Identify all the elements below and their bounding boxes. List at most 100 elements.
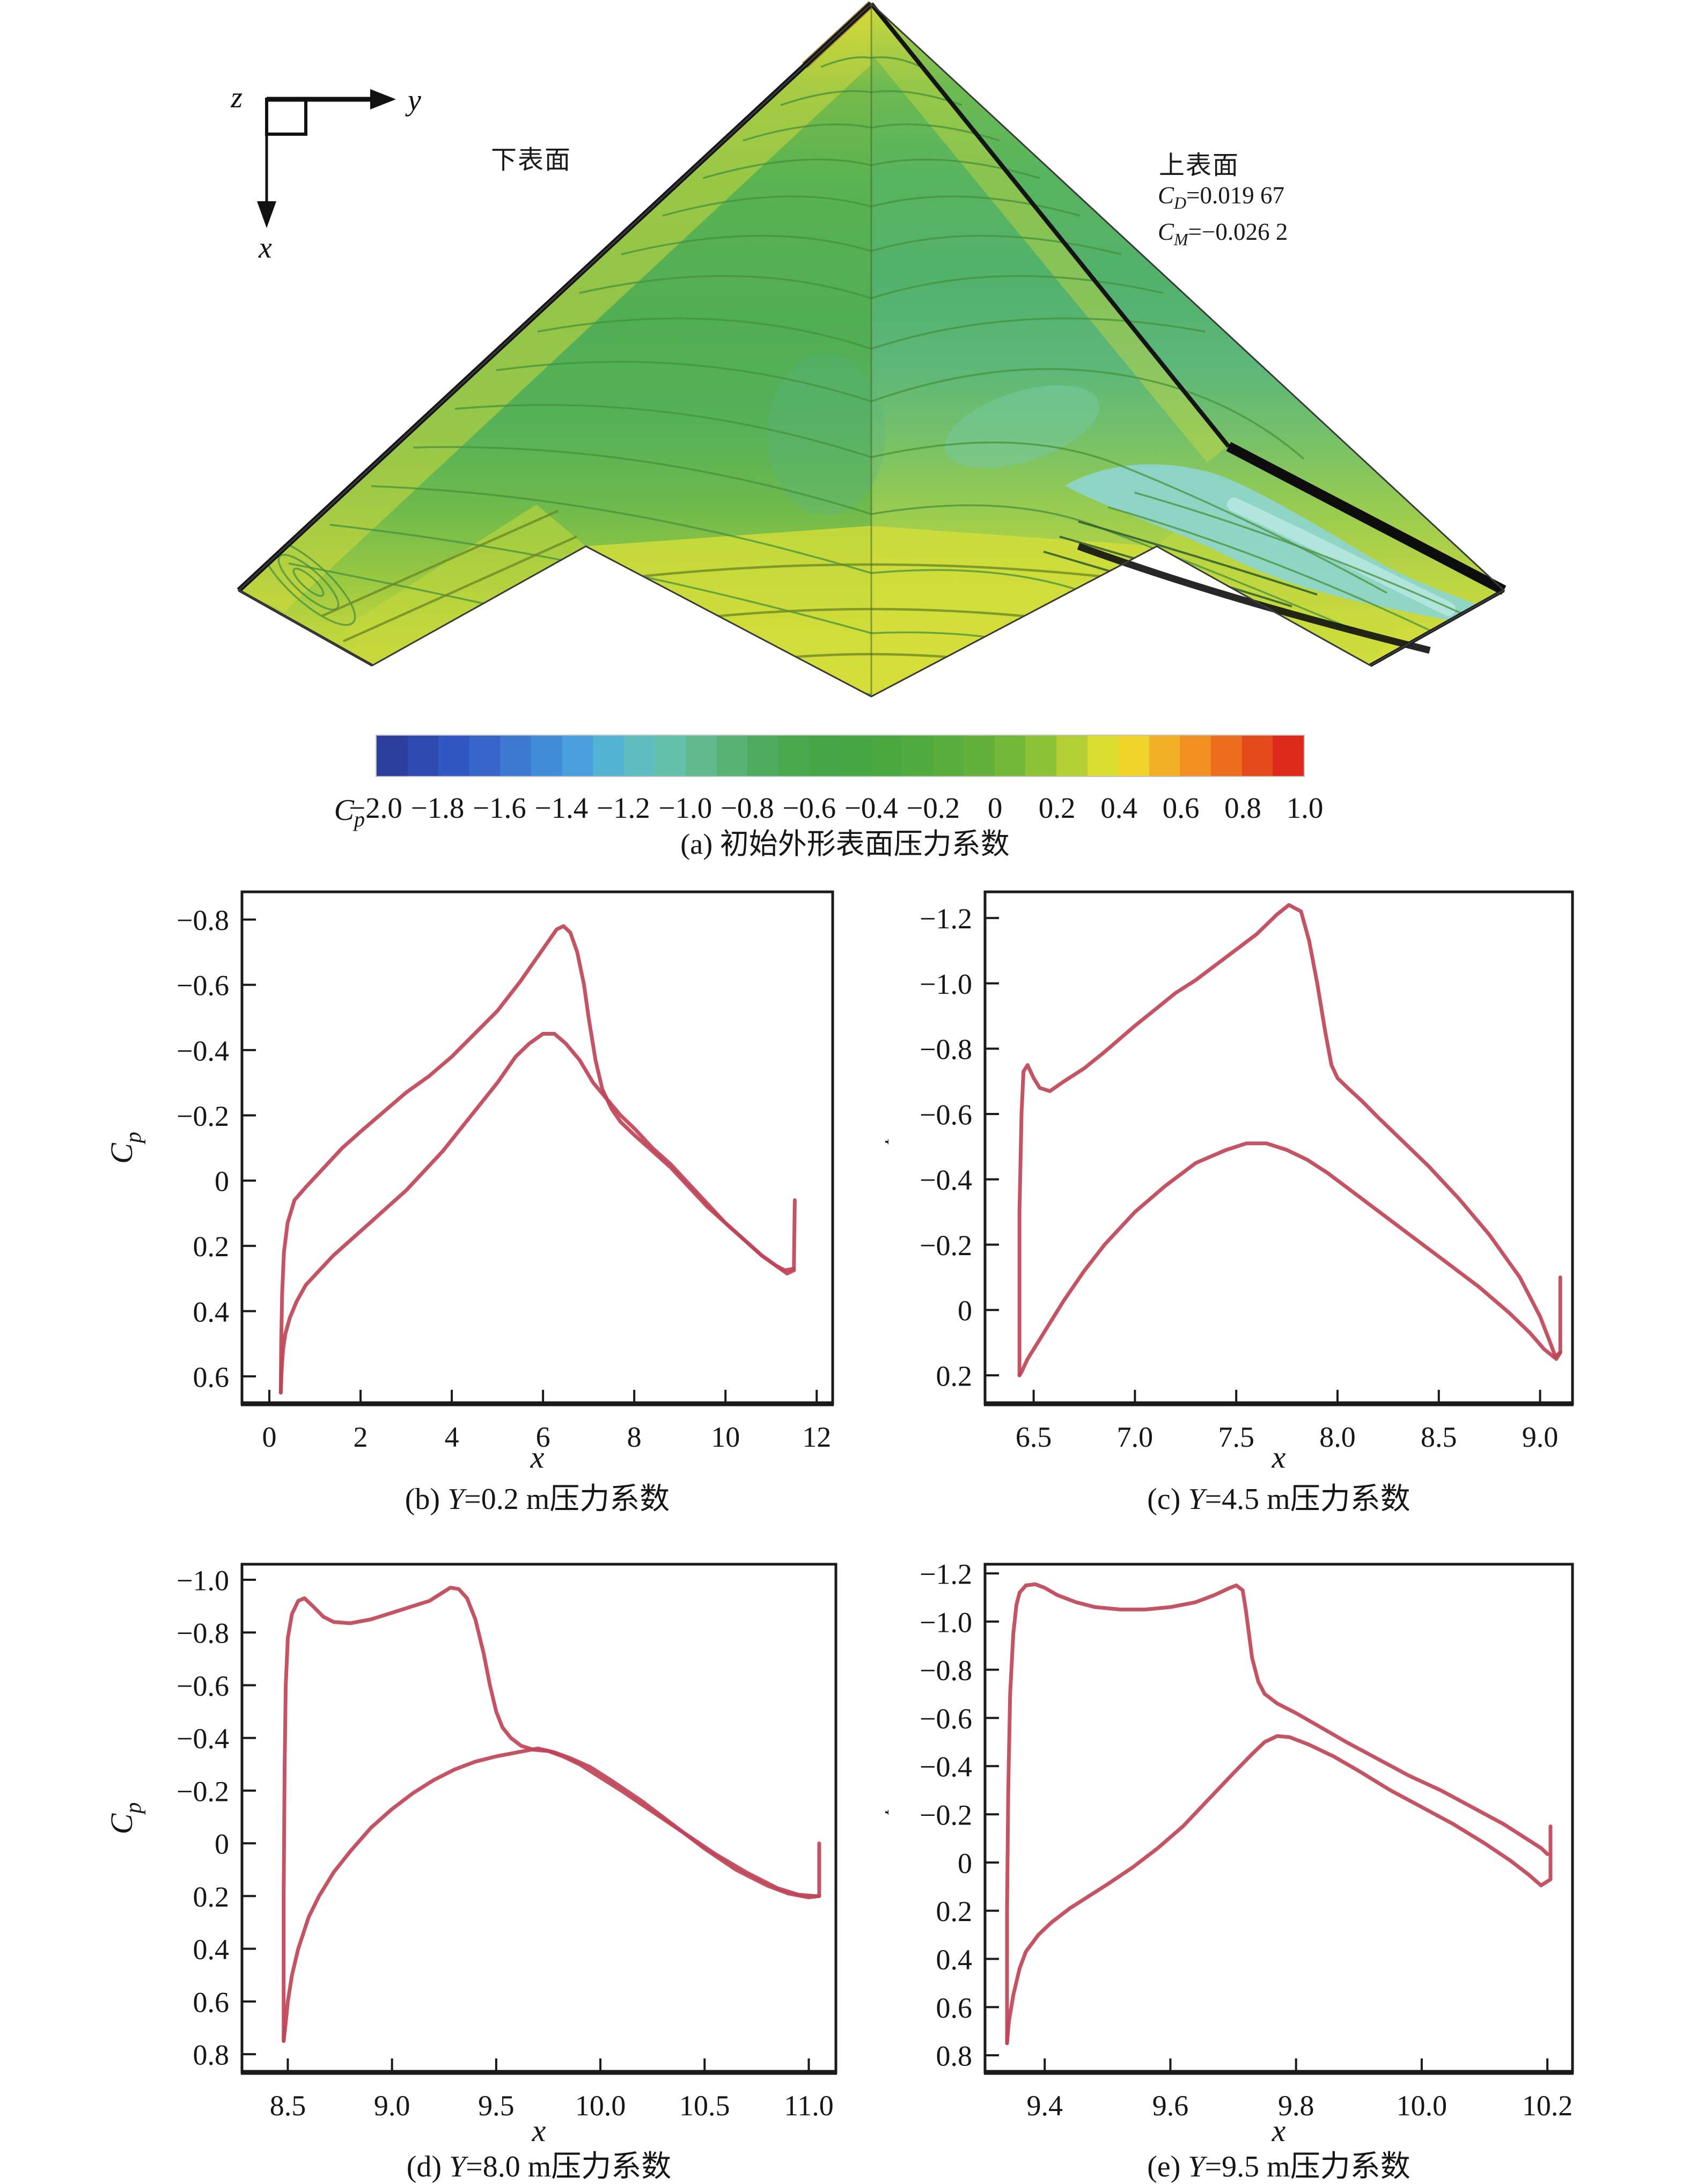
colorbar-tick-label: −2.0 xyxy=(349,791,402,824)
plot-frame xyxy=(240,1563,837,2074)
colorbar-segment xyxy=(531,736,562,776)
y-tick-label: 0.2 xyxy=(936,1360,973,1392)
plot-frame xyxy=(240,890,834,1405)
colorbar-label: Cp xyxy=(334,794,365,832)
y-axis-label: Cp xyxy=(104,1802,146,1835)
colorbar-tick-label: 0 xyxy=(987,791,1003,824)
x-axis-label: x xyxy=(1272,2113,1286,2148)
cp-chart-svg: 6.5 7.0 7.5 8.0 8.5 9.0 −1.2 −1.0 −0.8 −0.6 −0.4 −0… xyxy=(847,890,1574,1516)
y-tick-label: −1.2 xyxy=(920,1558,972,1591)
plot-frame xyxy=(983,1563,1574,2074)
colorbar-segment xyxy=(438,736,469,776)
colorbar-segment xyxy=(1241,736,1273,776)
y-tick-label: 0.4 xyxy=(193,1296,230,1328)
colorbar-tick-label: −1.0 xyxy=(658,791,712,824)
cp-chart-svg: 9.4 9.6 9.8 10.0 10.2 −1.2 −1.0 −0.8 −0.6 −0.4 −0.… xyxy=(847,1558,1574,2183)
x-tick-label: 8.5 xyxy=(270,2090,306,2122)
y-tick-label: −0.6 xyxy=(920,1703,972,1735)
cp-curve-lower-surface xyxy=(1005,1734,1553,2046)
x-tick-label: 0 xyxy=(262,1421,277,1453)
y-tick-label: −0.8 xyxy=(920,1034,972,1066)
colorbar-segment xyxy=(1180,736,1211,776)
axis-triad xyxy=(257,89,396,228)
cm-value: CM=−0.026 2 xyxy=(1158,218,1288,249)
colorbar-segment xyxy=(1118,736,1149,776)
colorbar-ticks: −2.0 −1.8 −1.6 −1.4 −1.2 −1.0 −0.8 −0.6 −0.4 −0.2… xyxy=(349,791,1323,829)
colorbar-tick-label: 0.4 xyxy=(1100,791,1137,824)
x-tick-label: 9.0 xyxy=(1522,1421,1559,1453)
y-tick-label: −0.2 xyxy=(177,1775,229,1807)
colorbar-tick-label: −0.8 xyxy=(720,791,774,824)
upper-surface-half xyxy=(871,4,1504,697)
colorbar-tick-label: 0.8 xyxy=(1224,791,1261,824)
x-axis-label: x xyxy=(530,1440,545,1475)
colorbar-segment xyxy=(964,736,995,776)
y-tick-label: 0 xyxy=(215,1166,229,1198)
chart-cp-y0.2m: 0 2 4 6 8 10 12 −0.8 −0.6 −0.4 −0.2 0 0.2 0.4 0.6 x Cp (b… xyxy=(80,869,864,1540)
axis-label-y: y xyxy=(405,84,421,117)
y-tick-label: 0.6 xyxy=(193,1986,230,2018)
y-tick-label: 0.2 xyxy=(193,1881,230,1913)
colorbar-tick-label: −1.2 xyxy=(596,791,650,824)
x-tick-label: 9.4 xyxy=(1027,2090,1063,2122)
chart-caption: (e) Y=9.5 m压力系数 xyxy=(1147,2150,1410,2183)
colorbar-segment xyxy=(469,736,501,776)
y-tick-label: 0.8 xyxy=(193,2039,230,2071)
x-tick-label: 10.0 xyxy=(575,2090,626,2122)
y-tick-label: −0.8 xyxy=(920,1654,972,1687)
y-tick-label: −1.0 xyxy=(920,968,972,1000)
y-tick-label: −0.4 xyxy=(177,1035,229,1067)
colorbar-tick-label: −0.6 xyxy=(782,791,836,824)
aircraft-contour-plot: z y x xyxy=(230,1,1507,698)
y-tick-label: 0.4 xyxy=(193,1933,230,1966)
y-axis-label: Cp xyxy=(885,1802,889,1835)
x-axis-label: x xyxy=(532,2113,546,2148)
colorbar-tick-label: 0.2 xyxy=(1038,791,1076,824)
x-tick-label: 12 xyxy=(802,1421,831,1453)
x-axis-label: x xyxy=(1272,1440,1286,1475)
y-tick-label: −0.6 xyxy=(177,1670,229,1702)
colorbar-segment xyxy=(623,736,655,776)
colorbar-segment xyxy=(778,736,810,776)
y-tick-label: −0.2 xyxy=(177,1100,229,1132)
y-tick-label: 0.2 xyxy=(936,1895,973,1928)
x-tick-label: 6 xyxy=(536,1421,550,1453)
lower-surface-label: 下表面 xyxy=(491,146,572,174)
cp-chart-svg: 8.5 9.0 9.5 10.0 10.5 11.0 −1.0 −0.8 −0.6 −0.4 −0.… xyxy=(104,1563,837,2183)
y-tick-label: −0.8 xyxy=(177,904,229,936)
x-tick-label: 6.5 xyxy=(1016,1421,1052,1453)
y-axis-label: Cp xyxy=(104,1132,146,1164)
colorbar-segment xyxy=(377,736,408,776)
y-tick-label: 0.4 xyxy=(936,1944,973,1976)
shock-line xyxy=(1077,543,1431,654)
axis-label-x: x xyxy=(258,231,272,265)
y-tick-label: −1.2 xyxy=(920,903,972,935)
y-tick-label: −0.2 xyxy=(920,1799,972,1831)
cp-curve-upper-surface xyxy=(1017,903,1562,1377)
chart-cp-y8.0m: 8.5 9.0 9.5 10.0 10.5 11.0 −1.0 −0.8 −0.6 −0.4 −0.… xyxy=(80,1540,864,2184)
x-tick-label: 8 xyxy=(627,1421,642,1453)
chart-caption: (b) Y=0.2 m压力系数 xyxy=(405,1483,670,1516)
colorbar-segment xyxy=(1087,736,1119,776)
y-tick-label: −0.2 xyxy=(920,1229,972,1262)
y-tick-label: −0.4 xyxy=(920,1751,972,1783)
cp-curve-lower-surface xyxy=(1017,1141,1562,1377)
x-tick-label: 9.8 xyxy=(1278,2090,1314,2122)
y-tick-label: −0.8 xyxy=(177,1617,229,1650)
y-tick-label: −0.4 xyxy=(920,1164,972,1196)
colorbar-segment xyxy=(809,736,840,776)
cp-curve-upper-surface xyxy=(1005,1582,1549,2046)
colorbar xyxy=(376,735,1305,777)
chart-cp-y9.5m: 9.4 9.6 9.8 10.0 10.2 −1.2 −1.0 −0.8 −0.6 −0.4 −0.… xyxy=(847,1540,1669,2184)
y-tick-label: −0.4 xyxy=(177,1723,229,1755)
colorbar-segment xyxy=(655,736,686,776)
y-tick-label: −1.0 xyxy=(177,1564,229,1596)
colorbar-tick-label: 0.6 xyxy=(1162,791,1200,824)
y-tick-label: 0.6 xyxy=(193,1361,230,1393)
colorbar-segment xyxy=(562,736,593,776)
colorbar-tick-label: −0.2 xyxy=(906,791,960,824)
colorbar-segment xyxy=(1025,736,1057,776)
cd-value: CD=0.019 67 xyxy=(1158,182,1285,212)
colorbar-segment xyxy=(1211,736,1242,776)
colorbar-tick-label: −1.6 xyxy=(473,791,526,824)
